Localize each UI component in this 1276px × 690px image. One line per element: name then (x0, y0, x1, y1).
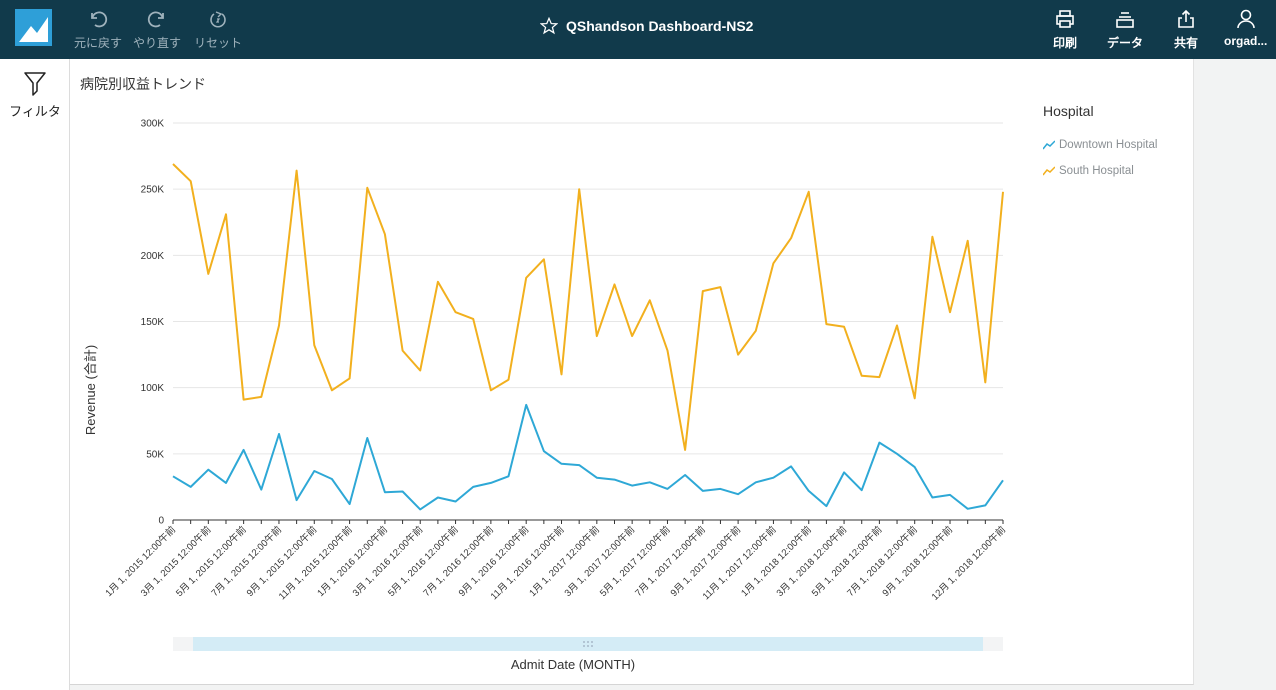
y-tick-label: 150K (141, 317, 165, 328)
reset-icon (210, 11, 226, 28)
x-tick-label: 5月 1, 2016 12:00午前 (385, 524, 460, 599)
dashboard-title: QShandson Dashboard-NS2 (566, 18, 754, 34)
data-stack-icon (1116, 12, 1134, 28)
x-tick-label: 3月 1, 2015 12:00午前 (138, 524, 213, 599)
x-tick-label: 1月 1, 2018 12:00午前 (739, 524, 814, 599)
printer-icon (1056, 10, 1074, 28)
x-tick-label: 1月 1, 2016 12:00午前 (315, 524, 390, 599)
x-axis-range-scrollbar[interactable] (173, 637, 1003, 651)
user-menu-button[interactable]: orgad... (1224, 8, 1267, 48)
y-axis-ticks: 0 50K 100K 150K 200K 250K 300K (141, 119, 165, 527)
legend-label-downtown: Downtown Hospital (1059, 139, 1158, 151)
reset-label: リセット (194, 36, 243, 50)
redo-button[interactable]: やり直す (133, 8, 181, 51)
series-line-downtown-hospital (172, 403, 1004, 511)
x-tick-label: 7月 1, 2017 12:00午前 (633, 524, 708, 599)
user-icon (1236, 9, 1255, 29)
line-series-icon (1043, 166, 1055, 176)
x-tick-label: 7月 1, 2016 12:00午前 (421, 524, 496, 599)
data-label: データ (1107, 36, 1144, 50)
x-tick-label: 1月 1, 2017 12:00午前 (527, 524, 602, 599)
line-series-icon (1043, 140, 1055, 150)
quicksight-logo[interactable] (15, 9, 52, 46)
chart-title: 病院別収益トレンド (80, 76, 206, 92)
x-tick-label: 3月 1, 2017 12:00午前 (562, 524, 637, 599)
scrollbar-thumb[interactable] (193, 637, 983, 651)
series-lines (172, 163, 1004, 511)
y-tick-label: 50K (146, 449, 164, 460)
filter-button[interactable]: フィルタ (8, 71, 62, 120)
x-tick-label: 1月 1, 2015 12:00午前 (103, 524, 178, 599)
x-tick-label: 5月 1, 2015 12:00午前 (173, 524, 248, 599)
y-tick-label: 100K (141, 383, 165, 394)
y-axis-label: Revenue (合計) (83, 345, 98, 435)
print-button[interactable]: 印刷 (1053, 8, 1077, 51)
share-icon (1178, 9, 1194, 28)
star-icon[interactable] (540, 17, 558, 35)
legend-label-south: South Hospital (1059, 165, 1134, 177)
visual-card (70, 59, 1194, 685)
undo-icon (91, 11, 108, 28)
share-label: 共有 (1174, 36, 1199, 50)
redo-label: やり直す (133, 36, 182, 50)
y-tick-label: 250K (141, 185, 165, 196)
y-tick-label: 0 (158, 516, 164, 527)
user-label: orgad... (1224, 34, 1268, 48)
print-label: 印刷 (1053, 36, 1078, 50)
legend-item-downtown[interactable]: Downtown Hospital (1043, 139, 1157, 151)
top-toolbar: 元に戻す やり直す リセット QShandson Dashboard-NS2 印… (0, 0, 1276, 59)
x-axis-label: Admit Date (MONTH) (511, 657, 635, 672)
series-line-south-hospital (172, 163, 1004, 451)
x-tick-label: 3月 1, 2018 12:00午前 (774, 524, 849, 599)
x-tick-label: 5月 1, 2018 12:00午前 (809, 524, 884, 599)
x-tick-label: 9月 1, 2017 12:00午前 (668, 524, 743, 599)
x-tick-label: 7月 1, 2018 12:00午前 (844, 524, 919, 599)
dashboard-title-area: QShandson Dashboard-NS2 (540, 17, 753, 35)
x-tick-label: 5月 1, 2017 12:00午前 (597, 524, 672, 599)
share-button[interactable]: 共有 (1174, 8, 1198, 51)
y-tick-label: 300K (141, 119, 165, 130)
data-button[interactable]: データ (1107, 8, 1143, 51)
filter-label: フィルタ (9, 104, 61, 119)
y-tick-label: 200K (141, 251, 165, 262)
x-tick-label: 9月 1, 2016 12:00午前 (456, 524, 531, 599)
x-tick-label: 3月 1, 2016 12:00午前 (350, 524, 425, 599)
left-panel: フィルタ (0, 59, 70, 690)
legend-item-south[interactable]: South Hospital (1043, 165, 1134, 177)
scrollbar-grip-icon (583, 641, 593, 647)
x-tick-label: 7月 1, 2015 12:00午前 (209, 524, 284, 599)
undo-label: 元に戻す (74, 36, 123, 50)
x-tick-label: 9月 1, 2015 12:00午前 (244, 524, 319, 599)
filter-icon (24, 72, 46, 96)
redo-icon (147, 11, 164, 28)
legend-title: Hospital (1043, 103, 1094, 119)
reset-button[interactable]: リセット (194, 8, 242, 51)
right-strip (1195, 59, 1276, 690)
undo-button[interactable]: 元に戻す (74, 8, 122, 51)
